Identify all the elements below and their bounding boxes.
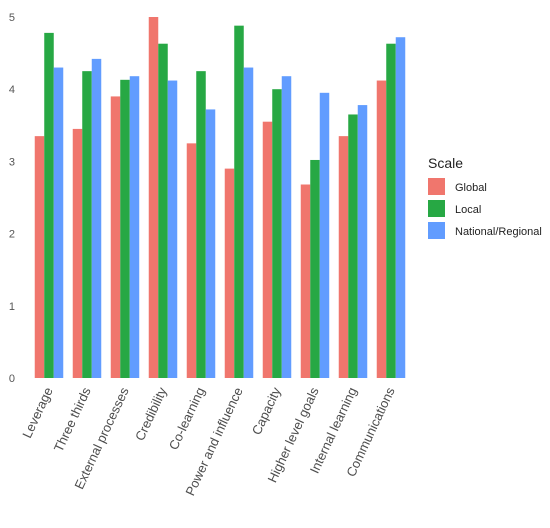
bar-global-power-and-influence: [224, 168, 235, 378]
bar-global-leverage: [34, 136, 45, 378]
y-tick-label: 4: [9, 84, 15, 96]
legend-label: National/Regional: [455, 226, 542, 238]
bars-layer: [34, 17, 406, 379]
y-axis: 0 1 2 3 4 5: [9, 12, 15, 385]
bar-local-power-and-influence: [234, 25, 244, 378]
bar-national-regional-capacity: [281, 76, 292, 378]
bar-global-communications: [376, 80, 387, 378]
bar-local-internal-learning: [348, 114, 358, 378]
legend-label: Local: [455, 204, 481, 216]
bar-national-regional-power-and-influence: [243, 67, 254, 378]
legend-key-global: [428, 178, 445, 195]
legend: Scale Global Local National/Regional: [428, 155, 542, 239]
bar-local-external-processes: [120, 79, 130, 378]
bar-national-regional-higher-level-goals: [319, 92, 330, 378]
y-tick-label: 0: [9, 373, 15, 385]
bar-local-communications: [386, 43, 396, 379]
bar-local-higher-level-goals: [310, 159, 320, 378]
bar-local-leverage: [44, 32, 54, 378]
y-tick-label: 1: [9, 301, 15, 313]
bar-local-three-thirds: [82, 71, 92, 379]
bar-national-regional-internal-learning: [357, 105, 368, 378]
y-tick-label: 2: [9, 229, 15, 241]
bar-national-regional-communications: [395, 37, 406, 378]
bar-global-internal-learning: [338, 136, 349, 378]
bar-global-capacity: [262, 121, 273, 378]
bar-global-external-processes: [110, 96, 121, 379]
legend-key-national-regional: [428, 222, 445, 239]
legend-key-local: [428, 200, 445, 217]
bar-national-regional-credibility: [167, 80, 178, 378]
y-tick-label: 3: [9, 156, 15, 168]
y-tick-label: 5: [9, 12, 15, 24]
bar-local-capacity: [272, 89, 282, 378]
bar-national-regional-co-learning: [205, 109, 216, 379]
bar-local-co-learning: [196, 71, 206, 379]
bar-national-regional-external-processes: [129, 76, 140, 378]
legend-title: Scale: [428, 155, 463, 171]
bar-global-three-thirds: [72, 128, 83, 378]
bar-national-regional-leverage: [53, 67, 64, 378]
bar-local-credibility: [158, 43, 168, 379]
bar-global-higher-level-goals: [300, 184, 311, 378]
bar-global-co-learning: [186, 143, 197, 378]
bar-national-regional-three-thirds: [91, 58, 102, 378]
legend-label: Global: [455, 182, 487, 194]
bar-global-credibility: [148, 17, 159, 378]
